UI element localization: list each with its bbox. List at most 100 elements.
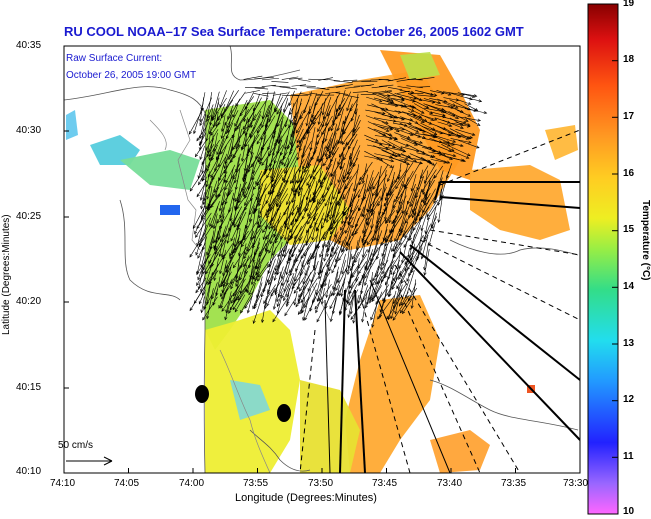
current-vector-head xyxy=(476,122,481,126)
current-vector xyxy=(330,235,338,257)
current-vector xyxy=(223,212,232,238)
current-vector-head xyxy=(276,303,280,308)
current-vector xyxy=(390,169,407,194)
current-vector-head xyxy=(280,275,284,279)
current-vector xyxy=(415,175,425,198)
current-vector-head xyxy=(414,142,418,146)
current-vector xyxy=(412,198,418,218)
current-vector xyxy=(299,173,311,190)
current-vector xyxy=(219,265,229,288)
current-vector xyxy=(291,180,302,203)
current-vector xyxy=(322,212,340,240)
current-vector-head xyxy=(226,233,230,238)
current-vector-head xyxy=(244,202,248,207)
current-vector-head xyxy=(313,169,317,173)
current-vector-head xyxy=(346,142,350,146)
current-vector xyxy=(392,236,407,259)
current-vector xyxy=(367,127,386,136)
current-vector xyxy=(243,75,263,80)
current-vector-head xyxy=(338,311,342,316)
current-vector-head xyxy=(337,179,341,184)
current-vector xyxy=(226,114,233,129)
current-vector-head xyxy=(412,227,416,231)
current-vector xyxy=(326,201,332,223)
current-vector xyxy=(206,273,213,305)
current-vector xyxy=(395,248,401,280)
current-vector xyxy=(223,271,232,288)
current-vector-head xyxy=(324,153,328,157)
current-vector-head xyxy=(410,187,414,192)
current-vector-head xyxy=(392,204,396,209)
current-vector xyxy=(291,84,307,87)
current-vector xyxy=(319,132,326,162)
current-vector xyxy=(403,228,415,248)
current-vector xyxy=(217,201,227,224)
current-vector xyxy=(307,195,316,217)
current-vector xyxy=(367,204,372,226)
current-vector-head xyxy=(351,129,356,134)
current-vector xyxy=(312,171,324,196)
current-vector xyxy=(385,264,395,285)
current-vector-head xyxy=(338,257,342,261)
current-vector-head xyxy=(389,190,394,194)
current-vector xyxy=(244,156,253,177)
current-vector xyxy=(198,156,213,185)
current-vector-head xyxy=(269,222,273,227)
current-vector xyxy=(346,272,353,303)
current-vector xyxy=(235,271,242,287)
current-vector xyxy=(371,103,385,111)
current-vector xyxy=(294,199,311,222)
current-vector-head xyxy=(301,216,305,220)
current-vector xyxy=(225,291,232,313)
current-vector-head xyxy=(442,113,446,117)
current-vector-head xyxy=(399,146,404,150)
current-vector xyxy=(321,210,330,229)
current-vector-head xyxy=(197,255,201,259)
current-vector xyxy=(232,288,247,310)
current-vector xyxy=(332,96,338,124)
current-vector xyxy=(379,91,392,94)
current-vector xyxy=(291,171,297,192)
current-vector xyxy=(325,138,332,157)
current-vector-head xyxy=(465,155,470,159)
current-vector xyxy=(325,132,334,149)
current-vector xyxy=(302,140,312,157)
current-vector xyxy=(337,171,352,195)
current-vector xyxy=(244,246,260,274)
current-vector-head xyxy=(325,145,329,150)
current-vector xyxy=(301,204,310,220)
current-vector-head xyxy=(339,140,343,145)
current-vector xyxy=(390,224,396,243)
current-vector xyxy=(313,134,318,155)
current-vector xyxy=(211,156,226,181)
current-vector-head xyxy=(195,289,199,294)
current-vector-head xyxy=(343,221,347,225)
current-vector-head xyxy=(347,314,351,319)
current-vector-head xyxy=(234,207,238,212)
current-vector xyxy=(332,188,340,218)
current-vector-head xyxy=(447,143,451,147)
current-vector xyxy=(207,157,219,178)
current-vector xyxy=(221,285,240,312)
current-vector xyxy=(288,225,302,255)
current-vector xyxy=(351,211,358,229)
current-vector xyxy=(271,162,290,188)
current-vector xyxy=(408,260,415,277)
current-vector xyxy=(233,235,247,253)
current-vector xyxy=(322,98,326,116)
current-vector xyxy=(225,164,236,184)
current-vector xyxy=(378,79,394,81)
current-vector xyxy=(435,158,450,164)
current-vector-head xyxy=(398,276,402,280)
current-vector-head xyxy=(388,219,392,224)
current-vector xyxy=(400,116,418,124)
current-vector xyxy=(365,242,372,269)
current-vector-head xyxy=(285,271,289,276)
current-vector-head xyxy=(364,266,368,271)
current-vector-head xyxy=(398,241,402,246)
current-vector xyxy=(274,248,290,275)
current-vector xyxy=(366,96,382,103)
current-vector xyxy=(218,153,227,181)
current-vector-head xyxy=(276,298,280,303)
x-tick-label: 74:05 xyxy=(114,478,140,489)
